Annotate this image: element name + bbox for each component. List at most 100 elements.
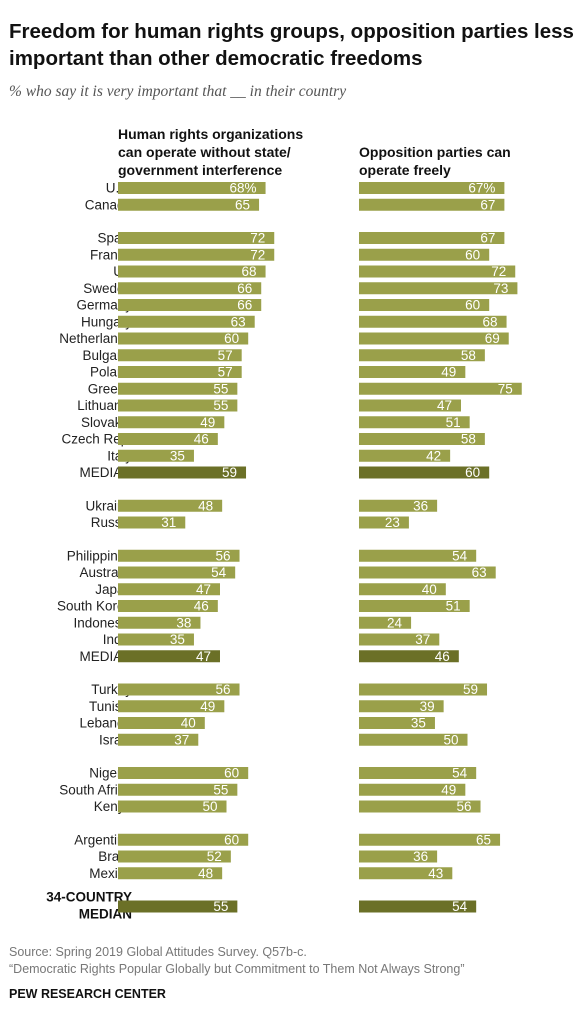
row-label-indonesia: Indonesia	[73, 615, 132, 630]
value-label-lithuania-series-2: 47	[437, 398, 452, 413]
bar-argentina-series-1	[118, 833, 249, 846]
bar-south-korea-series-2	[359, 600, 470, 612]
value-label-lebanon-series-1: 40	[181, 716, 196, 731]
value-label-greece-series-2: 75	[498, 381, 513, 396]
value-label-philippines-series-1: 56	[215, 548, 230, 563]
bar-lithuania-series-1	[118, 399, 238, 412]
bar-canada-series-1	[118, 198, 260, 211]
bar-brazil-series-1	[118, 850, 231, 863]
value-label-indonesia-series-1: 38	[176, 615, 191, 630]
value-label-brazil-series-1: 52	[207, 849, 222, 864]
bar-slovakia-series-1	[118, 416, 225, 429]
value-label-tunisia-series-1: 49	[200, 699, 215, 714]
value-label-south-africa-series-1: 55	[213, 782, 228, 797]
value-label-india-series-1: 35	[170, 632, 185, 647]
bar-median-series-1	[118, 466, 247, 479]
bar-russia-series-2	[359, 516, 409, 529]
bar-czech-rep-series-2	[359, 433, 485, 445]
column-header-human-rights: Human rights organizations can operate w…	[118, 126, 304, 178]
bar-hungary-series-1	[118, 315, 255, 328]
bar-argentina-series-2	[359, 833, 501, 846]
bar-spain-series-2	[359, 232, 505, 244]
bar-mexico-series-1	[118, 867, 223, 880]
bar-greece-series-2	[359, 382, 522, 395]
value-label-canada-series-1: 65	[235, 197, 250, 212]
value-label-russia-series-1: 31	[161, 515, 176, 530]
bar-lithuania-series-2	[359, 399, 461, 412]
bar-nigeria-series-2	[359, 767, 477, 779]
value-label-hungary-series-1: 63	[231, 314, 246, 329]
bar-34-country-median-series-2	[359, 900, 477, 913]
bar-uk-series-2	[359, 265, 516, 278]
value-label-median-series-2: 46	[435, 649, 450, 664]
value-label-mexico-series-1: 48	[198, 866, 213, 881]
value-label-australia-series-2: 63	[472, 565, 487, 580]
bar-australia-series-1	[118, 566, 236, 579]
footer-org: PEW RESEARCH CENTER	[9, 987, 166, 1001]
value-label-lithuania-series-1: 55	[213, 398, 228, 413]
value-label-u-s-series-1: 68%	[230, 181, 257, 196]
value-label-uk-series-1: 68	[242, 264, 257, 279]
value-label-israel-series-2: 50	[443, 732, 458, 747]
value-label-sweden-series-2: 73	[493, 281, 508, 296]
value-label-netherlands-series-2: 69	[485, 331, 500, 346]
bar-south-africa-series-2	[359, 783, 466, 796]
bar-uk-series-1	[118, 265, 266, 278]
value-label-spain-series-2: 67	[480, 231, 495, 246]
row-label-south-korea: South Korea	[57, 599, 133, 614]
bar-median-series-1	[118, 650, 220, 663]
bar-japan-series-1	[118, 583, 220, 596]
value-label-sweden-series-1: 66	[237, 281, 252, 296]
row-label-netherlands: Netherlands	[59, 331, 132, 346]
value-label-canada-series-2: 67	[480, 197, 495, 212]
bar-south-korea-series-1	[118, 600, 218, 612]
value-label-median-series-2: 60	[465, 465, 480, 480]
row-label-34-country-median: 34-COUNTRY	[46, 890, 132, 905]
value-label-tunisia-series-2: 39	[420, 699, 435, 714]
value-label-japan-series-2: 40	[422, 582, 437, 597]
bar-median-series-2	[359, 466, 490, 479]
value-label-poland-series-2: 49	[441, 365, 456, 380]
bar-netherlands-series-2	[359, 332, 509, 345]
bar-turkey-series-2	[359, 683, 488, 696]
value-label-bulgaria-series-2: 58	[461, 348, 476, 363]
bar-ukraine-series-2	[359, 499, 438, 512]
value-label-italy-series-2: 42	[426, 448, 441, 463]
value-label-slovakia-series-2: 51	[446, 415, 461, 430]
value-label-nigeria-series-1: 60	[224, 766, 239, 781]
bar-greece-series-1	[118, 382, 238, 395]
value-label-germany-series-1: 66	[237, 298, 252, 313]
bar-france-series-2	[359, 248, 490, 261]
bar-italy-series-1	[118, 449, 194, 462]
value-label-u-s-series-2: 67%	[468, 181, 495, 196]
value-label-argentina-series-2: 65	[476, 832, 491, 847]
bar-bulgaria-series-2	[359, 349, 485, 362]
bar-australia-series-2	[359, 566, 496, 579]
bar-hungary-series-2	[359, 315, 507, 328]
value-label-russia-series-2: 23	[385, 515, 400, 530]
row-label-philippines: Philippines	[67, 548, 133, 563]
bar-kenya-series-2	[359, 800, 481, 813]
bar-median-series-2	[359, 650, 459, 663]
value-label-israel-series-1: 37	[174, 732, 189, 747]
column-header-opposition-parties: Opposition parties can operate freely	[359, 144, 511, 178]
value-label-nigeria-series-2: 54	[452, 766, 468, 781]
row-label-south-africa: South Africa	[59, 782, 132, 797]
value-label-south-korea-series-2: 51	[446, 599, 461, 614]
bar-lebanon-series-2	[359, 717, 435, 729]
value-label-france-series-1: 72	[250, 247, 265, 262]
value-label-34-country-median-series-1: 55	[213, 899, 228, 914]
value-label-netherlands-series-1: 60	[224, 331, 239, 346]
value-label-mexico-series-2: 43	[428, 866, 443, 881]
bar-philippines-series-1	[118, 549, 240, 562]
value-label-japan-series-1: 47	[196, 582, 211, 597]
value-label-greece-series-1: 55	[213, 381, 228, 396]
bar-sweden-series-2	[359, 282, 518, 295]
bar-israel-series-1	[118, 733, 199, 746]
bar-chart: U.S.68%67%Canada6567Spain7267France7260U…	[46, 181, 522, 922]
value-label-france-series-2: 60	[465, 247, 480, 262]
bar-czech-rep-series-1	[118, 433, 218, 445]
bar-ukraine-series-1	[118, 499, 223, 512]
value-label-brazil-series-2: 36	[413, 849, 428, 864]
report-title: “Democratic Rights Popular Globally but …	[9, 962, 465, 976]
